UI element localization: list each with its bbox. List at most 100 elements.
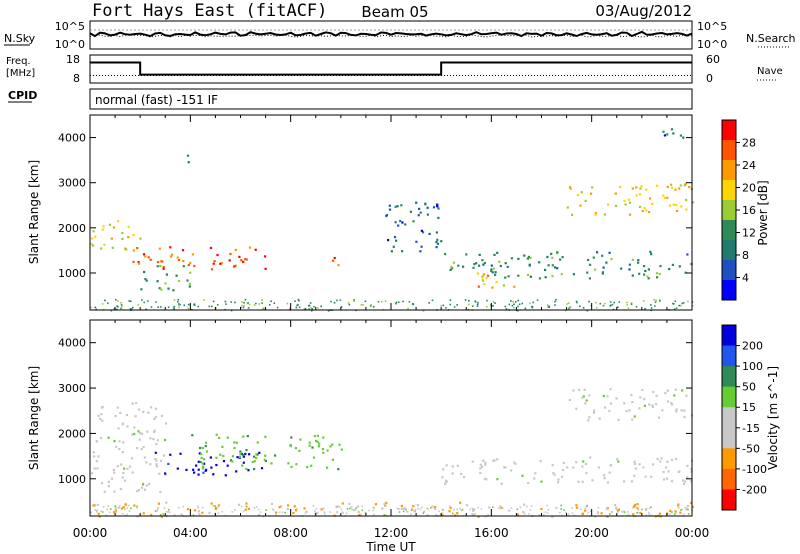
- echo-cell: [517, 299, 520, 302]
- echo-cell: [264, 435, 267, 438]
- echo-cell: [97, 512, 100, 515]
- cpid-strip: CPID normal (fast) -151 IF: [8, 88, 693, 110]
- echo-cell: [686, 464, 689, 468]
- echo-cell: [456, 304, 458, 306]
- echo-cell: [680, 304, 682, 307]
- echo-cell: [348, 502, 351, 505]
- echo-cell: [231, 460, 234, 463]
- echo-cell: [208, 511, 211, 514]
- echo-cell: [645, 188, 648, 191]
- echo-cell: [582, 395, 585, 398]
- y-tick-label: 1000: [58, 267, 86, 280]
- echo-cell: [134, 415, 137, 418]
- echo-cell: [372, 306, 375, 308]
- echo-cell: [273, 302, 276, 304]
- echo-cell: [314, 510, 316, 512]
- echo-cell: [579, 204, 582, 207]
- echo-cell: [473, 263, 476, 266]
- echo-cell: [476, 305, 479, 307]
- echo-cell: [540, 480, 543, 483]
- echo-cell: [468, 303, 470, 306]
- echo-cell: [356, 505, 360, 508]
- echo-cell: [198, 513, 200, 515]
- echo-cell: [614, 192, 617, 195]
- echo-cell: [617, 460, 620, 463]
- echo-cell: [200, 452, 203, 456]
- echo-cell: [579, 305, 581, 308]
- echo-cell: [635, 186, 638, 189]
- echo-cell: [647, 268, 650, 271]
- echo-cell: [557, 481, 560, 484]
- echo-cell: [144, 278, 147, 281]
- echo-cell: [294, 447, 297, 450]
- echo-cell: [601, 272, 604, 275]
- echo-cell: [253, 304, 256, 306]
- echo-cell: [571, 213, 574, 216]
- echo-cell: [215, 433, 218, 436]
- echo-cell: [202, 465, 205, 468]
- echo-cell: [494, 273, 497, 276]
- echo-cell: [338, 443, 341, 446]
- echo-cell: [465, 504, 469, 507]
- echo-cell: [169, 453, 172, 456]
- echo-cell: [419, 250, 422, 253]
- echo-cell: [353, 299, 355, 301]
- colorbar-tick-label: 24: [742, 159, 756, 172]
- echo-cell: [681, 508, 684, 511]
- echo-cell: [361, 509, 364, 512]
- echo-cell: [176, 467, 179, 470]
- echo-cell: [99, 417, 102, 421]
- noise-left-tick-top: 10^5: [55, 20, 85, 33]
- echo-cell: [649, 197, 652, 200]
- echo-cell: [111, 246, 114, 249]
- echo-cell: [412, 220, 415, 223]
- echo-cell: [517, 310, 519, 312]
- echo-cell: [478, 264, 481, 267]
- echo-cell: [606, 508, 609, 510]
- echo-cell: [496, 478, 499, 481]
- echo-cell: [179, 452, 182, 455]
- echo-cell: [243, 305, 245, 307]
- echo-cell: [500, 482, 503, 485]
- echo-cell: [471, 507, 474, 510]
- echo-cell: [494, 271, 497, 274]
- echo-cell: [178, 304, 180, 306]
- echo-cell: [609, 402, 612, 405]
- echo-cell: [560, 508, 562, 510]
- echo-cell: [175, 274, 178, 277]
- colorbar-swatch: [722, 325, 736, 347]
- echo-cell: [618, 301, 621, 303]
- echo-cell: [156, 265, 159, 268]
- echo-cell: [159, 306, 162, 308]
- echo-cell: [628, 213, 632, 216]
- echo-cell: [529, 275, 532, 278]
- echo-cell: [253, 507, 256, 509]
- echo-cell: [234, 248, 237, 251]
- echo-cell: [158, 247, 161, 250]
- echo-cell: [599, 302, 602, 305]
- colorbar-tick-label: 8: [742, 249, 749, 262]
- echo-cell: [180, 513, 182, 515]
- echo-cell: [145, 484, 148, 487]
- echo-cell: [225, 303, 227, 305]
- echo-cell: [261, 299, 263, 301]
- echo-cell: [588, 277, 591, 280]
- echo-cell: [298, 299, 300, 302]
- echo-cell: [674, 188, 677, 191]
- echo-cell: [304, 512, 307, 515]
- echo-cell: [143, 301, 145, 304]
- echo-cell: [399, 219, 402, 223]
- echo-cell: [103, 490, 106, 493]
- echo-cell: [569, 187, 572, 190]
- echo-cell: [194, 509, 197, 512]
- colorbar-swatch: [722, 427, 736, 449]
- echo-cell: [169, 255, 173, 258]
- echo-cell: [683, 416, 686, 419]
- echo-cell: [157, 507, 159, 509]
- echo-cell: [551, 515, 554, 519]
- echo-cell: [656, 457, 659, 461]
- echo-cell: [643, 265, 646, 268]
- echo-cell: [229, 459, 233, 462]
- echo-cell: [160, 515, 163, 518]
- echo-cell: [626, 301, 628, 304]
